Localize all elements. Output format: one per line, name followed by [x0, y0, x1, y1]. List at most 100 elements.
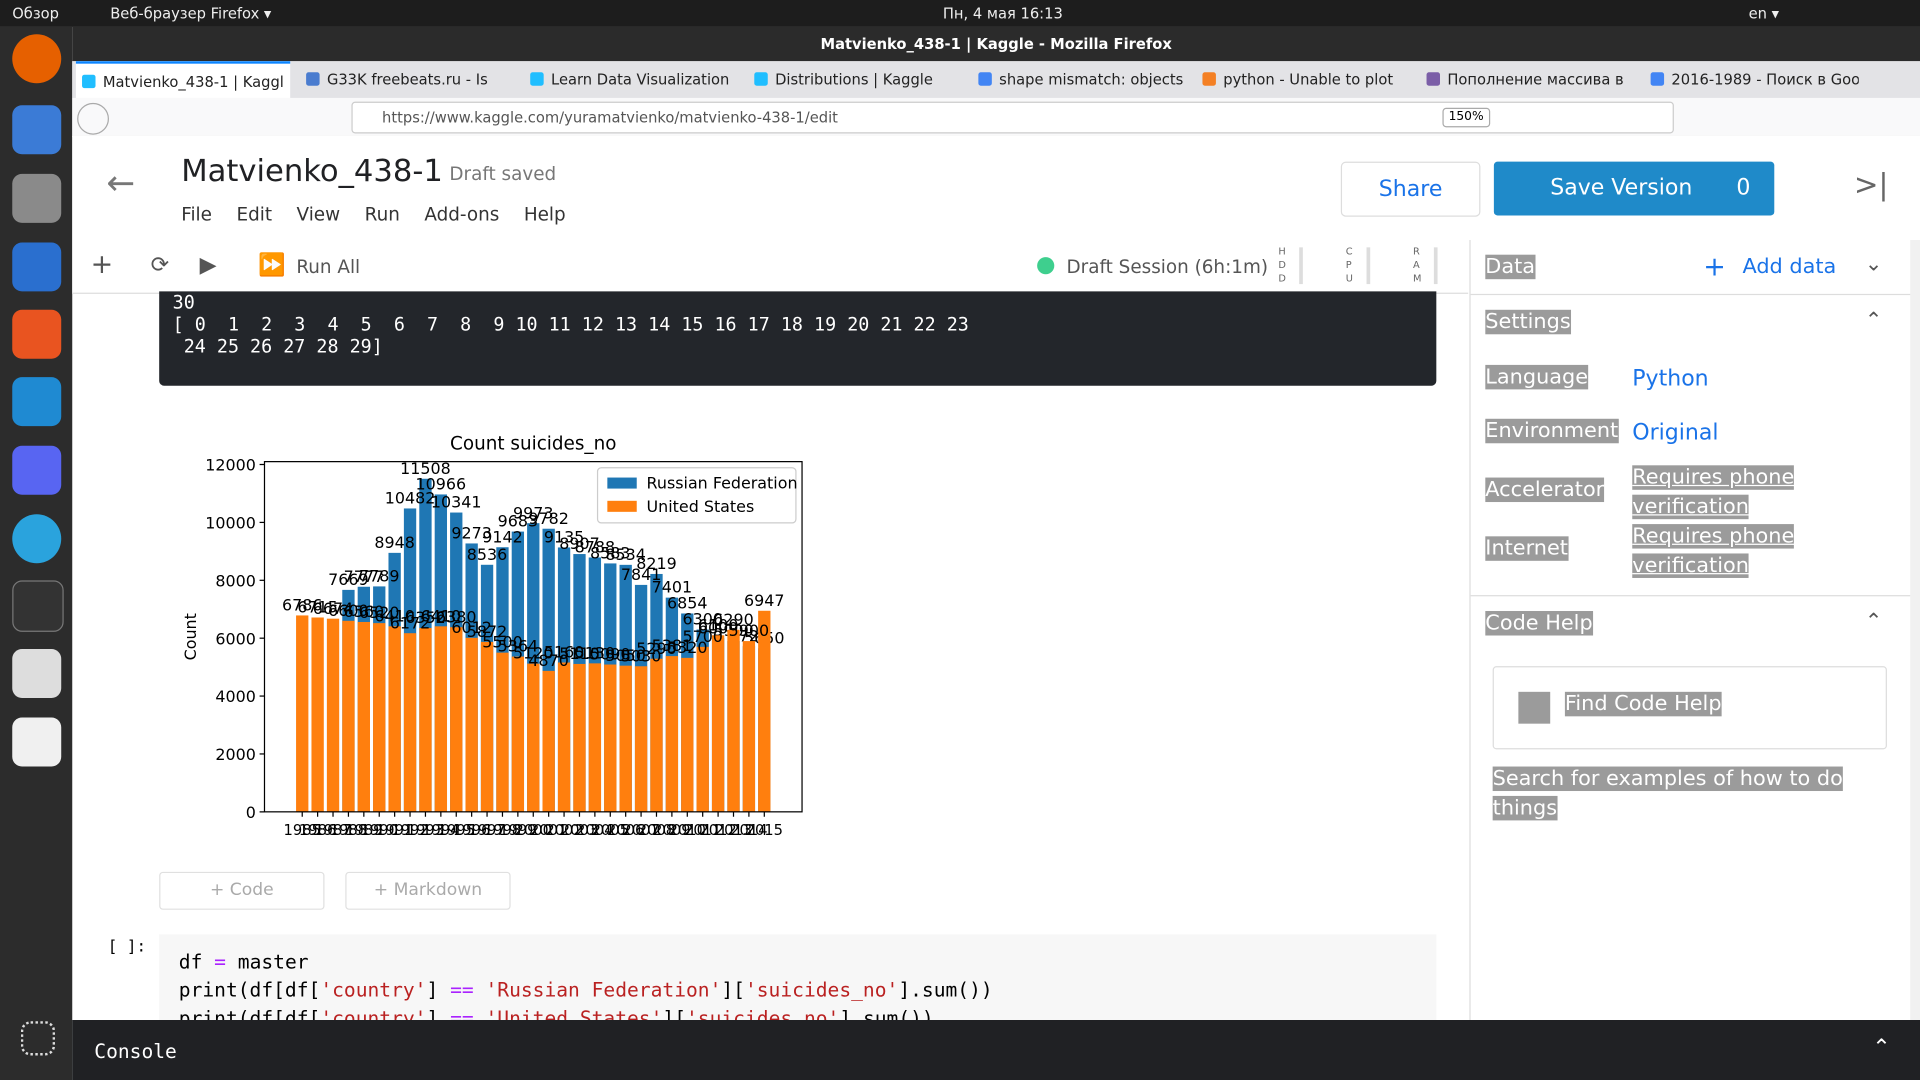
meter-bar: [1433, 247, 1438, 285]
software-icon[interactable]: [12, 309, 62, 359]
chart-title: Count suicides_no: [450, 433, 616, 454]
firefox-icon[interactable]: [12, 34, 62, 84]
run-all-icon[interactable]: ⏩: [258, 252, 286, 278]
editor-icon[interactable]: [12, 717, 62, 767]
tab[interactable]: Matvienko_438-1 | Kaggl: [75, 61, 291, 98]
chevron[interactable]: ⌃: [1864, 308, 1883, 334]
value-label: 9142: [482, 527, 522, 546]
setting-value[interactable]: Requires phone verification: [1632, 463, 1816, 522]
console-expand[interactable]: ⌃: [1872, 1034, 1891, 1061]
run-all[interactable]: Run All: [296, 255, 361, 278]
x-tick-label: 2014: [730, 822, 767, 839]
activities[interactable]: Обзор: [12, 4, 60, 23]
favicon: [530, 72, 544, 86]
menu-item[interactable]: Add-ons: [424, 203, 500, 226]
x-tick-label: 1985: [284, 822, 321, 839]
tab[interactable]: 2016-1989 - Поиск в Goo: [1644, 61, 1859, 98]
tab[interactable]: python - Unable to plot: [1196, 61, 1410, 98]
x-tick-label: 1994: [422, 822, 459, 839]
search-box[interactable]: Find Code Help: [1492, 666, 1887, 750]
apps-grid[interactable]: [20, 1021, 56, 1056]
telegram-icon[interactable]: [12, 514, 62, 564]
setting-label: Accelerator: [1485, 477, 1605, 503]
code-help-heading[interactable]: Code Help: [1485, 611, 1593, 636]
add-data[interactable]: Add data: [1742, 254, 1837, 280]
menu-item[interactable]: View: [296, 203, 341, 226]
value-label: 8536: [467, 545, 507, 564]
notebook-title[interactable]: Matvienko_438-1: [181, 153, 443, 189]
files-icon[interactable]: [12, 173, 62, 223]
app-menu[interactable]: Веб-браузер Firefox ▾: [110, 4, 272, 23]
back-button[interactable]: [77, 102, 109, 135]
mail-icon[interactable]: [12, 105, 62, 155]
x-tick-label: 1986: [299, 822, 336, 839]
value-label: 8948: [374, 533, 414, 552]
collapse-panel[interactable]: >|: [1853, 167, 1889, 203]
search-icon: [1518, 691, 1551, 724]
menu-item[interactable]: File: [181, 203, 212, 226]
refresh[interactable]: ⟳: [150, 252, 170, 278]
tab[interactable]: shape mismatch: objects: [972, 61, 1186, 98]
value-label: 6786: [282, 596, 322, 615]
add-code-button[interactable]: + Code: [159, 871, 325, 910]
add-cell[interactable]: +: [90, 249, 114, 281]
session[interactable]: Draft Session (6h:1m): [1066, 255, 1269, 278]
vscode-icon[interactable]: [12, 377, 62, 427]
setting-value[interactable]: Requires phone verification: [1632, 522, 1816, 581]
tab[interactable]: Learn Data Visualization: [524, 61, 738, 98]
setting-value[interactable]: Original: [1632, 419, 1816, 448]
setting-value[interactable]: Python: [1632, 365, 1816, 394]
back-arrow[interactable]: ←: [106, 162, 136, 204]
scrollbar[interactable]: [1910, 240, 1920, 1021]
data-heading[interactable]: Data: [1485, 254, 1536, 280]
run-cell[interactable]: ▶: [199, 252, 217, 278]
chevron[interactable]: ⌃: [1864, 609, 1883, 635]
add-markdown-button[interactable]: + Markdown: [345, 871, 511, 910]
cell-prompt: [ ]:: [107, 937, 147, 957]
menu-item[interactable]: Edit: [236, 203, 273, 226]
settings-heading[interactable]: Settings: [1485, 309, 1571, 335]
output-text: 30[ 0 1 2 3 4 5 6 7 8 9 10 11 12 13 14 1…: [173, 291, 969, 357]
menu-item[interactable]: Help: [523, 203, 566, 226]
output-line: 24 25 26 27 28 29]: [172, 335, 383, 358]
x-tick-label: 1993: [407, 822, 444, 839]
menu-item[interactable]: Run: [364, 203, 400, 226]
bar: [403, 633, 417, 812]
chevron[interactable]: ⌄: [1864, 252, 1883, 277]
search-placeholder: Find Code Help: [1564, 691, 1722, 717]
y-tick-label: 0: [246, 803, 256, 822]
value-label: 9683: [498, 512, 538, 531]
meter-label: HDD: [1278, 246, 1286, 285]
share-label: Share: [1378, 176, 1443, 203]
x-tick-label: 2010: [669, 822, 706, 839]
code-cell[interactable]: df = master print(df[df['country'] == 'Ru…: [159, 934, 1437, 1021]
search-hint: Search for examples of how to do things: [1492, 764, 1860, 823]
tab[interactable]: G33K freebeats.ru - Is: [300, 61, 514, 98]
writer-icon[interactable]: [12, 242, 62, 292]
clock[interactable]: Пн, 4 мая 16:13: [942, 4, 1063, 23]
language[interactable]: en ▾: [1748, 4, 1779, 23]
y-tick-label: 10000: [205, 514, 256, 533]
tab[interactable]: Пополнение массива в: [1420, 61, 1634, 98]
url-bar[interactable]: https://www.kaggle.com/yuramatvienko/mat…: [351, 101, 1674, 134]
bar: [434, 626, 448, 812]
setting-label: Language: [1485, 364, 1589, 390]
bar: [619, 665, 632, 812]
value-label: 8534: [605, 545, 645, 564]
terminal-icon[interactable]: [12, 580, 64, 632]
save-button[interactable]: Save Version 0: [1493, 161, 1775, 216]
reader-icon[interactable]: [12, 648, 62, 698]
zoom[interactable]: 150%: [1442, 107, 1490, 128]
discord-icon[interactable]: [12, 445, 62, 495]
value-label: 7669: [328, 570, 368, 589]
x-tick-label: 2002: [545, 822, 582, 839]
bar: [665, 656, 679, 812]
value-label: 5500: [482, 633, 522, 652]
share-button[interactable]: Share: [1340, 161, 1481, 217]
legend-box: [596, 467, 797, 524]
console-bar[interactable]: Console ⌃: [72, 1020, 1920, 1080]
add-icon: +: [1703, 252, 1726, 283]
tab[interactable]: Distributions | Kaggle: [748, 61, 962, 98]
x-tick-label: 2013: [715, 822, 752, 839]
